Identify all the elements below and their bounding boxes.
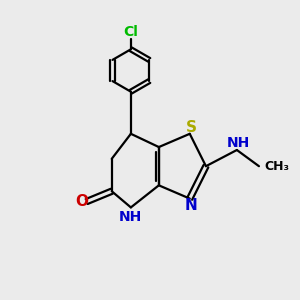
Text: NH: NH <box>227 136 250 150</box>
Text: NH: NH <box>119 210 142 224</box>
Text: S: S <box>186 120 197 135</box>
Text: N: N <box>185 198 198 213</box>
Text: CH₃: CH₃ <box>264 160 289 173</box>
Text: Cl: Cl <box>123 25 138 39</box>
Text: O: O <box>75 194 88 209</box>
